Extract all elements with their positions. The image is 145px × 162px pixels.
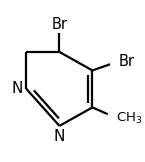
- Text: N: N: [11, 81, 23, 96]
- Text: CH$_3$: CH$_3$: [116, 110, 143, 126]
- Text: Br: Br: [51, 17, 67, 32]
- Text: Br: Br: [119, 54, 135, 69]
- Text: N: N: [54, 129, 65, 144]
